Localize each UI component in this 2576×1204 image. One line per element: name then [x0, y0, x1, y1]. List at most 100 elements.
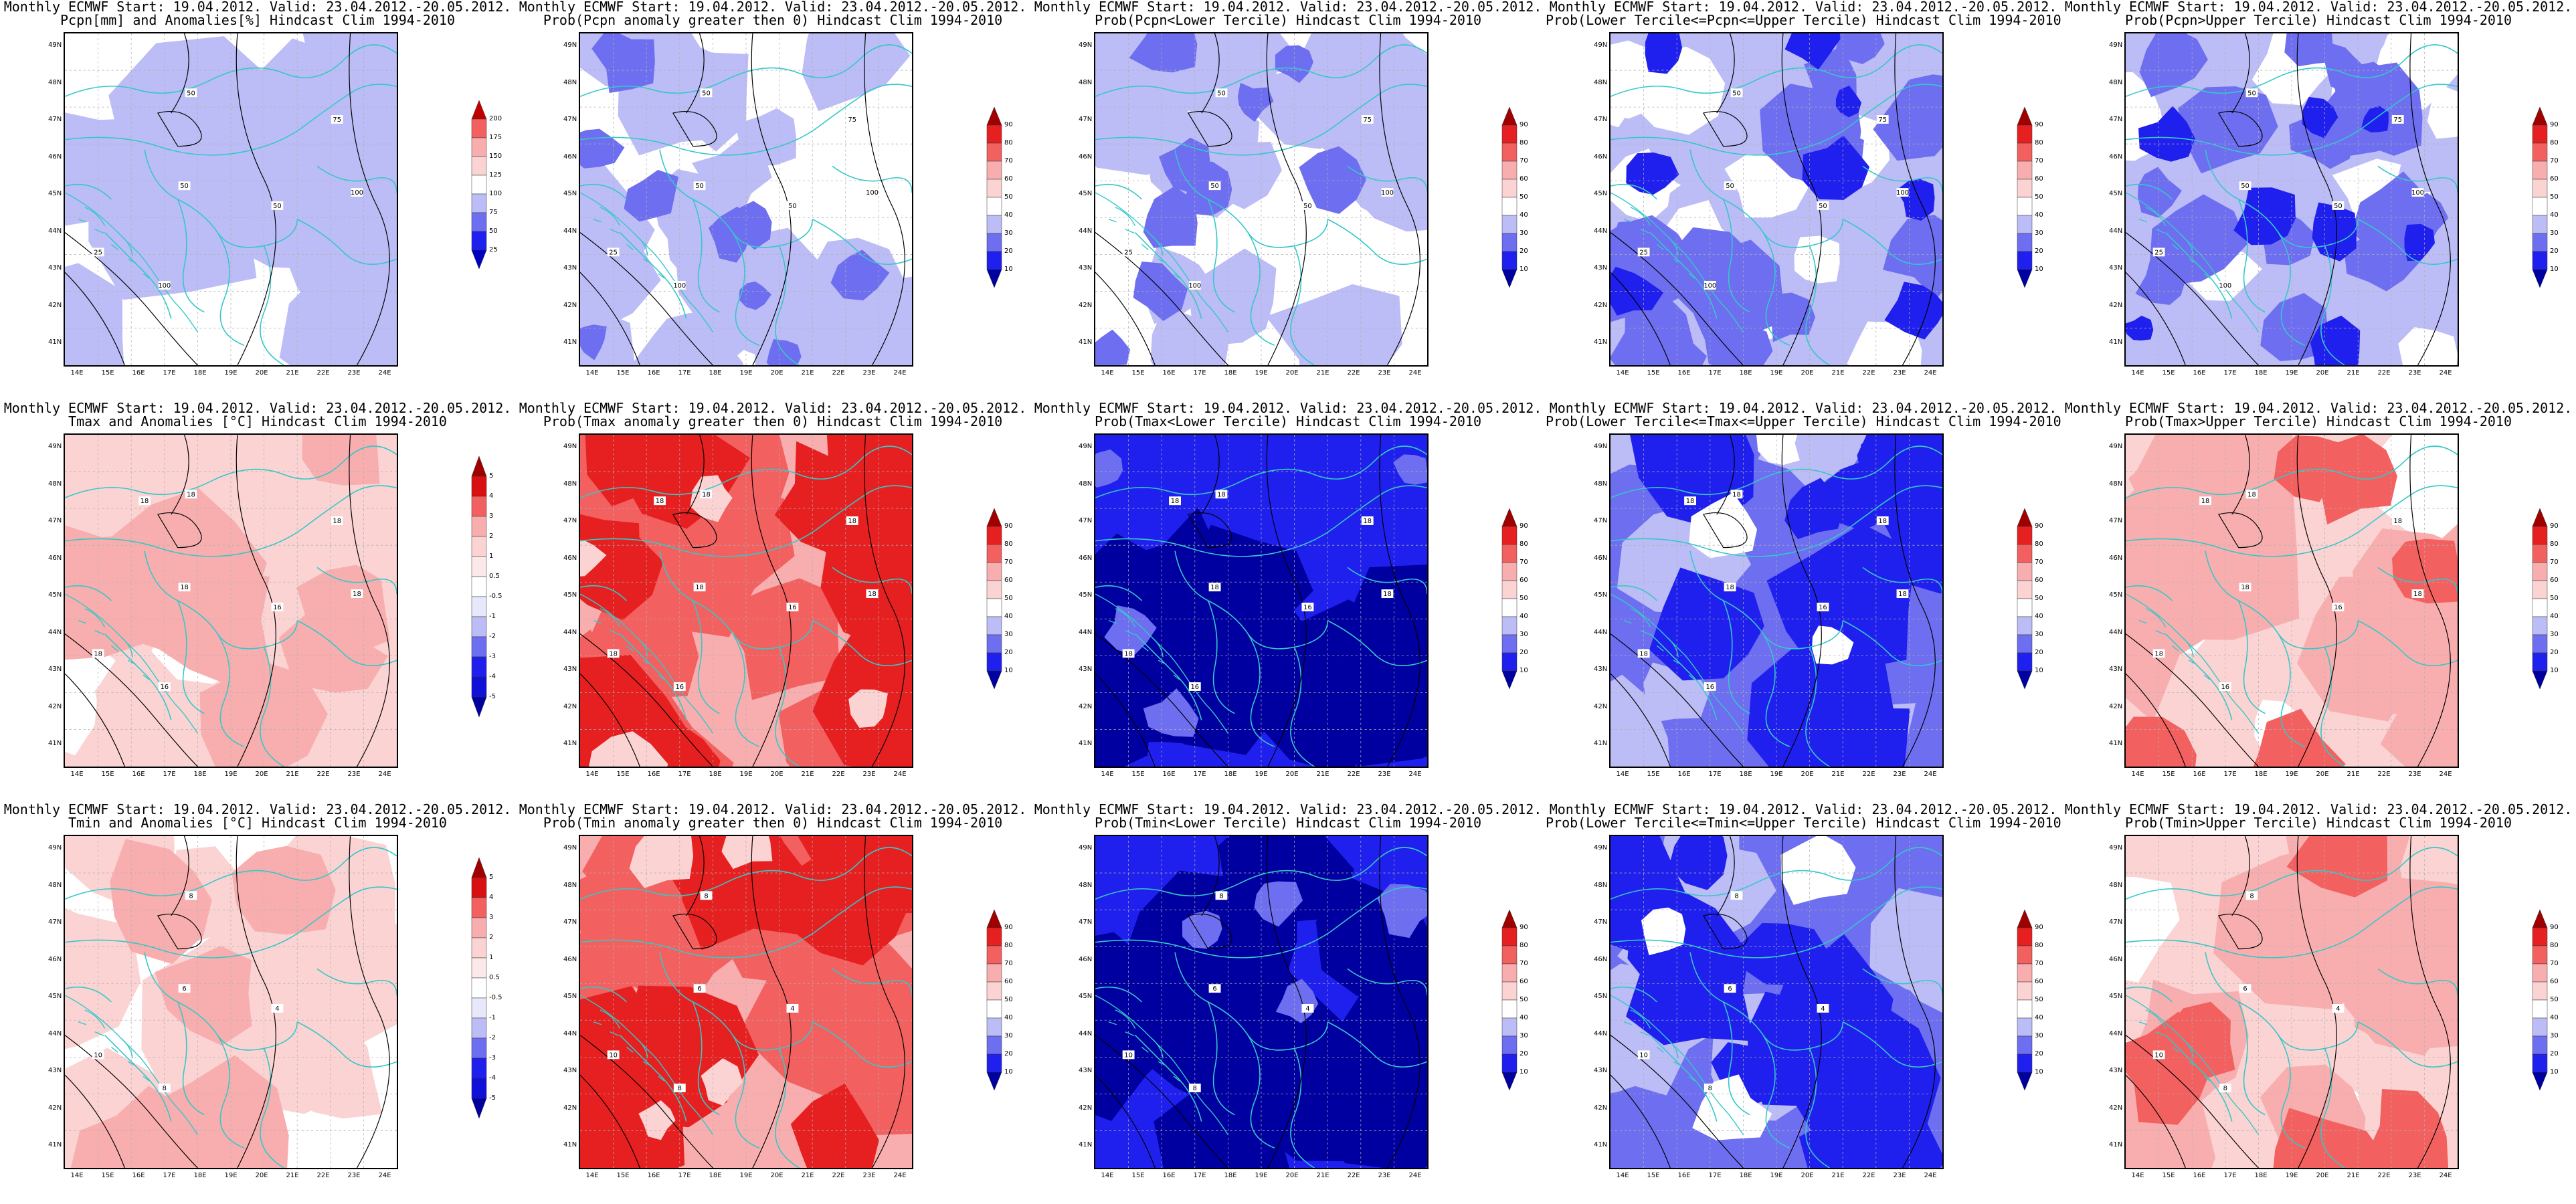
map-plot-area: 50 50 50 100 25 100 75	[1609, 32, 1944, 367]
shaded-area	[2360, 877, 2458, 1031]
color-bar: 90 80 70 60 50 40 30 20 10	[2017, 508, 2043, 690]
map-plot-area: 50 50 50 100 25 100 75	[64, 32, 398, 367]
shaded-area	[580, 654, 694, 767]
longitude-axis: 14E 15E 16E 17E 18E 19E 20E 21E 22E 23E 24E	[1609, 1172, 1944, 1183]
country-border	[217, 1035, 245, 1148]
contour-label: 100	[2411, 188, 2424, 197]
svg-text:100: 100	[1188, 282, 1201, 290]
lat-tick-label: 44N	[1079, 227, 1093, 235]
svg-text:8: 8	[2223, 1085, 2227, 1092]
country-border	[692, 1001, 720, 1116]
lat-tick-label: 47N	[563, 918, 577, 926]
svg-text:16: 16	[1706, 684, 1714, 691]
longitude-axis: 14E 15E 16E 17E 18E 19E 20E 21E 22E 23E 24E	[2124, 1172, 2459, 1183]
latitude-axis: 49N 48N 47N 46N 45N 44N 43N 42N 41N	[563, 433, 578, 768]
shaded-area	[1237, 82, 1274, 122]
lon-tick-label: 21E	[1316, 369, 1329, 377]
color-bar-segment	[471, 596, 487, 617]
color-bar-segment	[1501, 1035, 1517, 1055]
color-bar-label: 4	[489, 894, 494, 901]
lat-tick-label: 49N	[48, 844, 62, 851]
latitude-axis: 49N 48N 47N 46N 45N 44N 43N 42N 41N	[1594, 835, 1608, 1169]
lon-tick-label: 17E	[2223, 369, 2237, 377]
panel-title: Monthly ECMWF Start: 19.04.2012. Valid: …	[3, 0, 512, 15]
lat-tick-label: 48N	[48, 881, 62, 889]
country-border	[104, 232, 172, 319]
country-border	[1842, 620, 1942, 667]
svg-text:18: 18	[1363, 518, 1372, 525]
color-bar-label: 10	[2035, 266, 2043, 273]
svg-text:18: 18	[868, 591, 877, 598]
color-bar-segment	[471, 137, 487, 157]
country-border	[2357, 620, 2458, 667]
shaded-area	[2126, 534, 2238, 722]
country-border	[1247, 232, 1275, 346]
panel-subtitle: Prob(Tmax anomaly greater then 0) Hindca…	[543, 413, 1003, 429]
lon-tick-label: 18E	[1224, 369, 1237, 377]
contour-label: 8	[2245, 891, 2258, 900]
contour-label: 10	[92, 1050, 104, 1059]
svg-text:50: 50	[1217, 90, 1226, 97]
contour-line	[65, 673, 125, 767]
contour-line	[1716, 33, 1735, 114]
lon-tick-label: 18E	[1739, 771, 1752, 778]
color-bar-label: 5	[489, 472, 494, 480]
color-bar-segment	[986, 945, 1002, 965]
country-border	[2165, 1035, 2233, 1122]
color-bar-label: 50	[1520, 193, 1528, 201]
color-bar-segment	[471, 212, 487, 232]
lon-tick-label: 21E	[2347, 771, 2360, 778]
country-border	[2377, 567, 2458, 595]
svg-text:10: 10	[609, 1051, 618, 1059]
country-border	[1207, 600, 1235, 714]
lon-tick-label: 19E	[224, 1172, 238, 1179]
shaded-area	[1095, 329, 1131, 365]
contour-label: 75	[1876, 115, 1889, 124]
svg-text:100: 100	[1896, 189, 1909, 197]
panel-title: Monthly ECMWF Start: 19.04.2012. Valid: …	[1549, 801, 2057, 817]
lat-tick-label: 45N	[563, 993, 577, 1000]
lat-tick-label: 41N	[48, 740, 62, 747]
color-bar: 90 80 70 60 50 40 30 20 10	[1501, 909, 1528, 1091]
color-bar-segment	[2017, 598, 2033, 617]
color-bar-segment	[986, 251, 1002, 270]
contour-line	[171, 836, 189, 916]
lon-tick-label: 17E	[2223, 1172, 2237, 1179]
color-bar-segment	[986, 598, 1002, 617]
color-bar-segment	[1501, 927, 1517, 946]
lat-tick-label: 41N	[1079, 740, 1093, 747]
color-bar-segment	[986, 233, 1002, 252]
lat-tick-label: 42N	[2109, 702, 2123, 710]
color-bar-label: 20	[2035, 649, 2043, 656]
contour-label: 16	[2332, 602, 2344, 611]
map-plot-area: 50 50 50 100 25 100 75	[579, 32, 913, 367]
contour-line	[864, 836, 905, 1168]
contour-label: 16	[1704, 682, 1716, 691]
color-bar-label: 5	[489, 874, 494, 881]
country-border	[65, 585, 112, 601]
color-bar-segment	[986, 1072, 1002, 1091]
color-bar-segment	[471, 231, 487, 251]
color-bar-segment	[986, 1017, 1002, 1037]
svg-text:75: 75	[1363, 116, 1372, 124]
svg-text:25: 25	[1124, 249, 1133, 256]
contour-label: 50	[1215, 88, 1228, 97]
lat-tick-label: 49N	[1594, 443, 1608, 450]
color-bar-label: 70	[2035, 960, 2043, 967]
contour-label: 100	[158, 281, 171, 290]
map-panel: Monthly ECMWF Start: 19.04.2012. Valid: …	[0, 401, 515, 803]
country-border	[1095, 445, 1427, 498]
longitude-axis: 14E 15E 16E 17E 18E 19E 20E 21E 22E 23E 24E	[1094, 369, 1429, 380]
shaded-area	[1794, 235, 1840, 284]
contour-label: 8	[158, 1084, 171, 1092]
shaded-area	[1626, 933, 1754, 1045]
contour-label: 10	[1122, 1050, 1135, 1059]
shaded-area	[1771, 696, 1910, 767]
color-bar-segment	[986, 652, 1002, 672]
shaded-area	[65, 112, 153, 226]
country-border	[732, 1035, 760, 1148]
color-bar-label: 90	[2550, 924, 2559, 931]
contour-label: 100	[673, 281, 686, 290]
country-border	[2126, 485, 2458, 557]
lon-tick-label: 19E	[739, 771, 753, 778]
